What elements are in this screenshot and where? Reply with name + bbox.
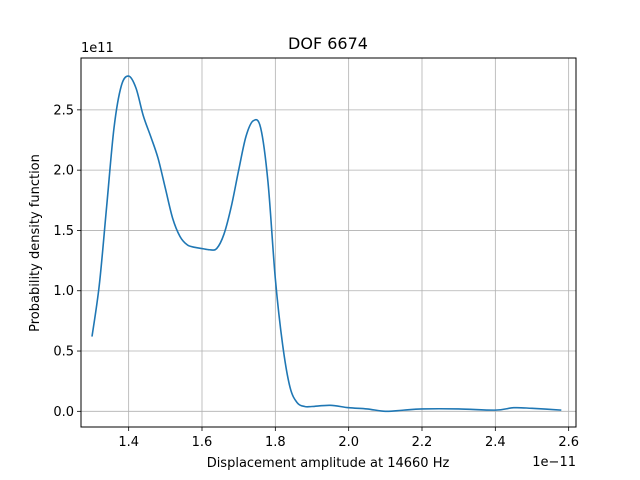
chart-title: DOF 6674 (288, 34, 368, 53)
grid (81, 58, 576, 427)
x-tick-label: 2.2 (412, 435, 433, 450)
x-tick-label: 1.8 (265, 435, 286, 450)
series-layer (91, 75, 562, 413)
y-tick-label: 0.0 (53, 405, 74, 420)
y-tick-label: 1.5 (53, 224, 74, 239)
x-axis-label: Displacement amplitude at 14660 Hz (207, 456, 450, 471)
x-tick-label: 1.6 (192, 435, 213, 450)
y-axis-label: Probability density function (28, 154, 43, 332)
axes-frame (80, 57, 577, 428)
y-tick-label: 1.0 (53, 284, 74, 299)
x-tick-label: 2.4 (485, 435, 506, 450)
pdf-series-line (91, 75, 562, 413)
y-offset-label: 1e11 (81, 41, 114, 56)
x-offset-label: 1e−11 (532, 455, 576, 470)
ticks: 1.4 1.6 1.8 2.0 2.2 2.4 2.6 0.0 0.5 1.0 1.5 2.0 2.5 (53, 103, 579, 450)
y-tick-label: 2.5 (53, 103, 74, 118)
x-tick-label: 2.0 (338, 435, 359, 450)
x-tick-label: 2.6 (558, 435, 579, 450)
y-tick-label: 2.0 (53, 164, 74, 179)
x-tick-label: 1.4 (118, 435, 139, 450)
y-tick-label: 0.5 (53, 345, 74, 360)
